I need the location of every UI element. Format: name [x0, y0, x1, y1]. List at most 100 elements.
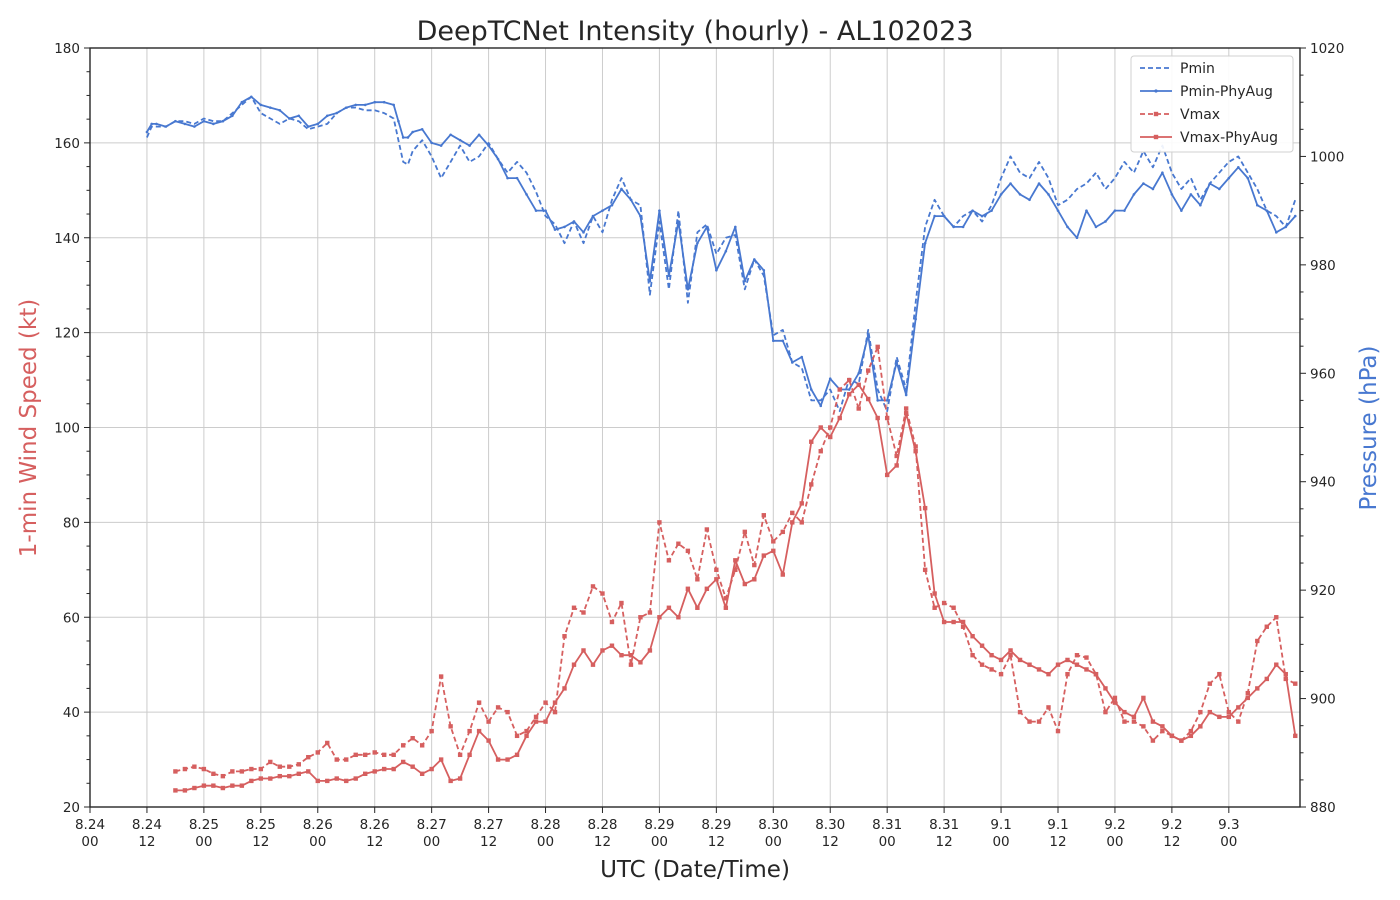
axes: 8.24 008.24 128.25 008.25 128.26 008.26 128.27… [54, 41, 1344, 850]
pmin-phyaug-point [287, 117, 291, 120]
vmax-phyaug-point [733, 558, 738, 563]
x-tick-label: 8.30 12 [815, 817, 845, 850]
x-tick-label: 8.30 00 [758, 817, 788, 850]
vmax-phyaug-point [552, 700, 558, 705]
vmax-point [666, 558, 672, 563]
pmin-phyaug-point [1037, 182, 1041, 185]
vmax-point [951, 605, 956, 610]
pmin-phyaug-point [1142, 182, 1145, 185]
vmax-phyaug-point [400, 759, 406, 765]
left-tick-label: 120 [54, 326, 80, 342]
vmax-phyaug-point [381, 766, 387, 772]
vmax-phyaug-point [657, 615, 662, 620]
vmax-point [1293, 681, 1298, 686]
vmax-point [1150, 738, 1156, 743]
vmax-phyaug-point [695, 605, 700, 610]
vmax-phyaug-point [524, 733, 529, 739]
pmin-phyaug-point [411, 130, 414, 134]
vmax-line [175, 345, 1296, 778]
left-y-axis-label: 1-min Wind Speed (kt) [16, 299, 42, 557]
vmax-point [1046, 705, 1051, 710]
pmin-phyaug-point [847, 388, 851, 391]
vmax-phyaug-point [562, 686, 567, 691]
legend-label-vmax: Vmax [1180, 107, 1220, 123]
vmax-point [647, 610, 653, 615]
vmax-point [1055, 728, 1061, 734]
vmax-point [486, 719, 491, 724]
x-tick-label: 8.25 12 [246, 817, 276, 850]
pmin-phyaug-point [677, 220, 680, 223]
vmax-phyaug-point [325, 778, 330, 784]
pmin-phyaug-point [1161, 171, 1164, 174]
pmin-phyaug-point [999, 193, 1003, 196]
pmin-phyaug-point [212, 122, 215, 126]
x-tick-label: 8.28 12 [587, 817, 617, 850]
pmin-phyaug-point [506, 176, 509, 180]
vmax-phyaug-point [998, 657, 1004, 663]
vmax-phyaug-point [486, 738, 491, 743]
pmin-phyaug-point [885, 399, 889, 402]
pmin-phyaug-point [439, 144, 443, 147]
vmax-phyaug-point [922, 505, 928, 511]
vmax-phyaug-point [894, 463, 899, 468]
vmax-point [1103, 709, 1108, 715]
x-tick-hour: 12 [480, 834, 497, 850]
pmin-phyaug-point [629, 198, 633, 202]
pmin-phyaug-point [1208, 182, 1212, 185]
vmax-point [1245, 690, 1251, 696]
pmin-phyaug-point [639, 214, 642, 218]
x-tick-label: 8.31 12 [929, 817, 959, 850]
pmin-phyaug-point [904, 393, 908, 397]
pmin-phyaug-point [1180, 209, 1183, 212]
left-tick-label: 180 [54, 41, 80, 57]
vmax-phyaug-point [628, 653, 634, 658]
pmin-phyaug-point [1284, 225, 1288, 229]
x-tick-label: 9.1 00 [990, 817, 1011, 850]
pmin-phyaug-point [306, 125, 310, 128]
vmax-point [1027, 719, 1032, 724]
vmax-phyaug-point [571, 662, 577, 667]
legend-marker-vmax [1153, 111, 1159, 117]
pmin-phyaug-point [800, 355, 804, 359]
vmax-point [277, 764, 283, 769]
pmin-phyaug-point [534, 209, 538, 212]
vmax-point [1217, 671, 1222, 677]
vmax-point [258, 766, 264, 772]
vmax-phyaug-point [884, 472, 890, 478]
pmin-phyaug-point [363, 103, 367, 107]
vmax-phyaug-point [1008, 648, 1013, 653]
x-tick-hour: 12 [138, 834, 155, 850]
pmin-phyaug-point [164, 125, 168, 128]
pmin-phyaug-point [1047, 193, 1050, 196]
pmin-phyaug-point [781, 339, 785, 343]
pmin-phyaug-point [1246, 176, 1250, 180]
vmax-point [1065, 671, 1070, 677]
vmax-point [676, 541, 681, 546]
x-tick-hour: 00 [195, 834, 212, 850]
x-tick-date: 8.26 [360, 817, 390, 833]
pmin-phyaug-point [477, 133, 481, 137]
vmax-phyaug-point [1293, 733, 1298, 739]
vmax-phyaug-point [353, 776, 358, 781]
pmin-phyaug-point [468, 144, 471, 147]
pmin-phyaug-point [1218, 187, 1221, 191]
x-tick-date: 8.24 [132, 817, 162, 833]
pmin-phyaug-point [1085, 209, 1088, 212]
vmax-point [448, 724, 453, 729]
vmax-phyaug-point [230, 783, 235, 788]
x-tick-label: 9.2 00 [1104, 817, 1125, 850]
vmax-phyaug-point [543, 719, 548, 724]
vmax-point [1074, 653, 1080, 658]
vmax-point [400, 743, 406, 748]
pmin-phyaug-point [259, 103, 263, 107]
x-tick-date: 8.27 [474, 817, 504, 833]
vmax-phyaug-point [837, 415, 842, 421]
vmax-phyaug-point [780, 572, 785, 577]
x-tick-label: 8.25 00 [189, 817, 219, 850]
pmin-phyaug-point [325, 114, 329, 118]
pmin-phyaug-point [231, 114, 234, 118]
vmax-point [1141, 724, 1146, 729]
vmax-point [941, 600, 947, 606]
x-tick-date: 8.29 [644, 817, 674, 833]
right-tick-label: 940 [1310, 475, 1336, 491]
